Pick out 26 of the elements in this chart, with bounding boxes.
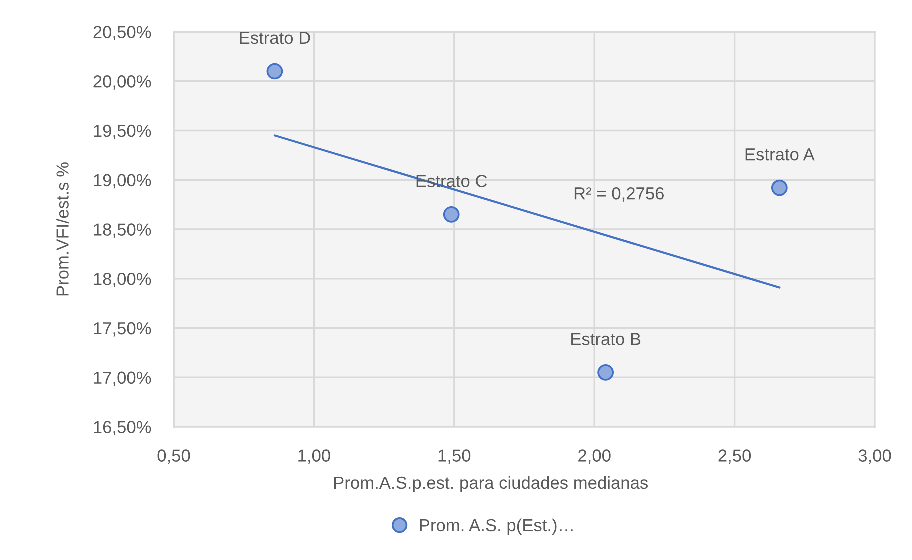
x-tick-label: 1,00 xyxy=(298,450,330,464)
point xyxy=(443,206,460,223)
annotation: R² = 0,2756 xyxy=(574,188,664,202)
y-tick-label: 19,00% xyxy=(94,174,152,189)
annotation: Estrato B xyxy=(572,333,641,346)
x-tick-label: 2,50 xyxy=(718,450,752,464)
y-tick-label: 18,50% xyxy=(94,224,152,238)
legend-label: Prom. A.S. p(Est.)… xyxy=(420,518,573,536)
annotation: Estrato A xyxy=(746,148,815,161)
y-tick-label: 17,00% xyxy=(94,372,152,386)
x-tick-label: 1,50 xyxy=(438,450,471,464)
y-tick-label: 20,00% xyxy=(94,76,152,90)
annotation: Estrato D xyxy=(240,32,310,44)
x-tick-label: 0,50 xyxy=(158,450,190,464)
y-tick-label: 18,00% xyxy=(94,273,152,288)
y-tick-label: 16,50% xyxy=(94,421,152,436)
y-tick-label: 19,50% xyxy=(94,124,152,140)
x-axis-title: Prom.A.S.p.est. para ciudades medianas xyxy=(334,476,648,493)
y-axis-title: Prom.VFI/est.s % xyxy=(56,162,69,296)
point xyxy=(598,364,614,381)
x-tick-label: 3,00 xyxy=(858,450,892,464)
point xyxy=(266,63,284,80)
x-tick-label: 2,00 xyxy=(578,450,611,464)
point xyxy=(771,180,788,196)
y-tick-label: 20,50% xyxy=(94,26,152,41)
y-tick-label: 17,50% xyxy=(94,322,152,337)
